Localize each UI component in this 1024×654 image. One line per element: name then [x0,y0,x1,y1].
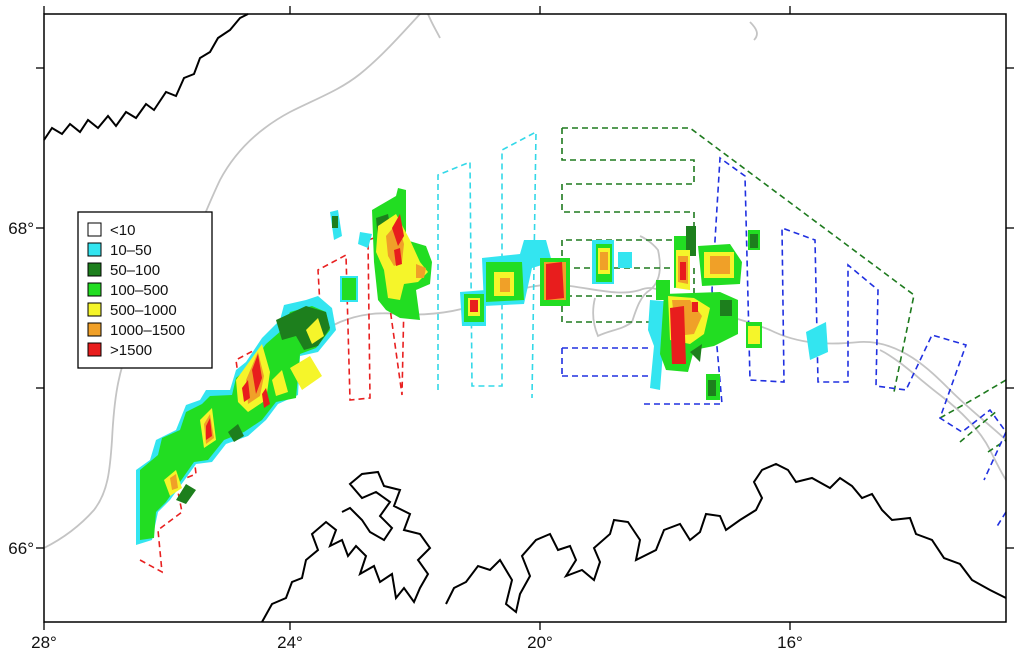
transect-blue-1 [561,156,1007,529]
y-tick-label: 68° [8,219,34,238]
legend-item: 1000–1500 [87,322,185,339]
transects-green [561,127,1007,453]
transect-green-1 [561,127,915,393]
legend-label: 100–500 [110,282,168,299]
y-tick-labels: 68° 66° [8,219,34,558]
patch-red-block1 [392,214,404,266]
legend-label: 1000–1500 [110,322,185,339]
x-tick-label: 20° [527,633,553,652]
x-tick-label: 24° [277,633,303,652]
patch-orange-block3 [600,252,730,336]
legend-swatch [87,222,102,237]
legend-label: 500–1000 [110,302,177,319]
patch-cyan-block1 [330,210,372,302]
patch-red-shelf [206,354,270,440]
legend-swatch [87,322,102,337]
legend-swatch [87,282,102,297]
x-tick-label: 28° [31,633,57,652]
transect-red-1 [139,234,405,574]
plot-border [43,13,1007,623]
coastline-iceland [261,462,1007,623]
legend-label: 10–50 [110,242,152,259]
transects-cyan [437,130,537,399]
patch-red-block2 [470,262,564,312]
legend-item: 50–100 [87,262,160,279]
transects-blue [561,156,1007,529]
legend-item: <10 [87,222,135,239]
legend-label: >1500 [110,342,152,359]
legend-item: 100–500 [87,282,168,299]
patch-green-block2 [464,258,570,322]
patch-darkgreen-block3 [686,226,758,396]
legend-item: 10–50 [87,242,152,259]
patch-green-shelf [140,306,330,540]
isobath-top [427,13,758,41]
backscatter-patches [136,188,828,545]
legend-swatch [87,342,102,357]
patch-cyan-east [806,322,828,360]
isobath-east [879,349,1007,481]
legend-swatch [87,302,102,317]
axis-ticks [36,6,1014,630]
transect-green-2 [939,379,1007,453]
patch-darkgreen-block1 [332,214,392,240]
y-tick-label: 66° [8,539,34,558]
patch-red-block3 [670,262,698,364]
isobath-north [592,235,661,338]
transect-cyan-1 [437,130,537,399]
x-tick-labels: 28° 24° 20° 16° [31,633,803,652]
transects-red [139,234,405,574]
legend-swatch [87,242,102,257]
legend-label: 50–100 [110,262,160,279]
patch-cyan-block3 [592,240,676,390]
legend-item: >1500 [87,342,152,359]
patch-yellow-shelf [164,318,324,496]
x-tick-label: 16° [777,633,803,652]
coastline-greenland [43,13,249,141]
legend: <10 10–50 50–100 100–500 500–1000 1000–1… [77,211,213,369]
legend-item: 500–1000 [87,302,177,319]
legend-label: <10 [110,222,135,239]
legend-swatch [87,262,102,277]
